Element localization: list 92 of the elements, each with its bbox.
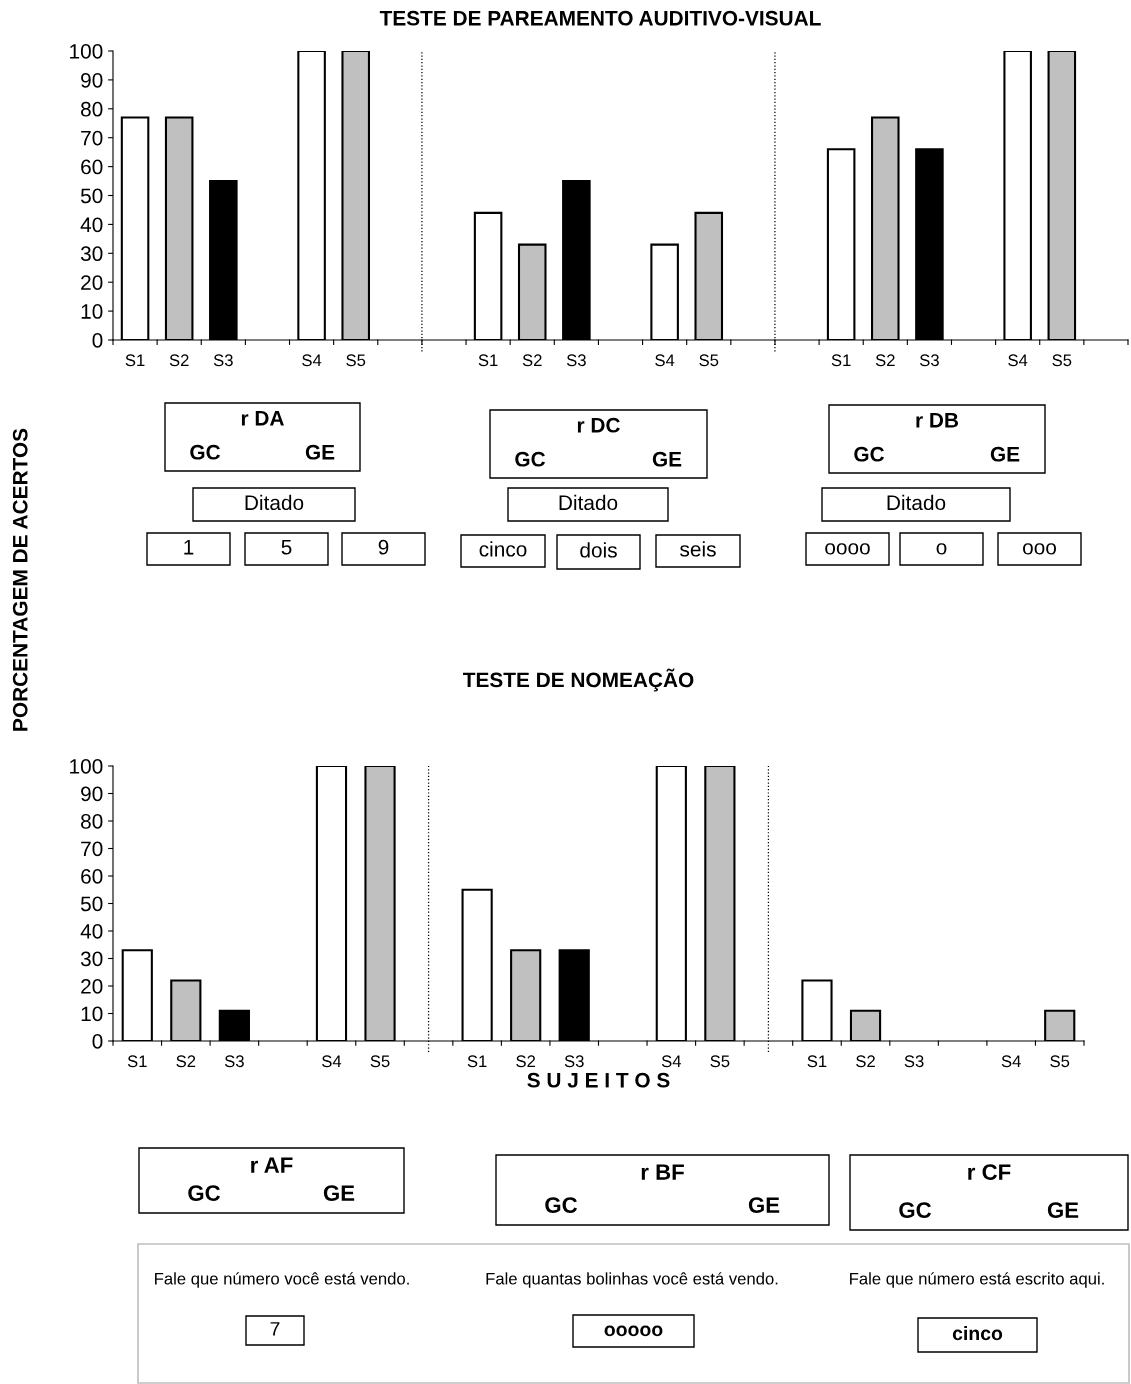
y-tick-label: 10 [81,1006,103,1022]
x-tick-label: S4 [1001,1055,1021,1068]
x-tick-label: S2 [522,354,542,367]
text: 9 [378,539,389,555]
text: GE [305,444,335,460]
x-tick-label: S1 [478,354,498,367]
y-tick-label: 10 [81,304,103,319]
text: seis [680,541,716,557]
x-tick-label: S2 [856,1055,875,1068]
x-tick-label: S2 [875,354,895,367]
x-tick-label: S5 [699,354,719,367]
text: r BF [641,1164,684,1180]
y-tick-label: 30 [80,246,103,262]
text: cinco [952,1325,1003,1341]
text: GE [1047,1202,1079,1218]
text: GE [652,451,682,467]
text: GE [323,1185,355,1201]
text: Ditado [245,494,304,511]
x-tick-label: S2 [176,1055,196,1068]
x-tick-label: S2 [169,354,189,367]
x-tick-label: S3 [213,354,233,367]
chart-title: TESTE DE NOMEAÇÃO [462,668,694,692]
x-tick-label: S4 [661,1055,682,1068]
y-tick-label: 60 [81,159,103,175]
text: r DB [916,413,959,428]
x-tick-label: S4 [322,1055,342,1068]
y-tick-label: 60 [81,869,103,884]
x-tick-label: S1 [467,1055,487,1068]
x-tick-label: S1 [831,354,851,367]
x-tick-label: S4 [1008,354,1028,367]
x-tick-label: S3 [224,1055,244,1068]
chart-title: TESTE DE PAREAMENTO AUDITIVO-VISUAL [379,10,821,26]
x-tick-label: S3 [566,354,586,367]
text: 7 [270,1322,280,1336]
x-tick-label: S1 [125,354,145,367]
text: dois [580,542,617,558]
y-tick-label: 50 [80,896,103,912]
x-tick-label: S1 [807,1055,827,1068]
text: r CF [968,1164,1011,1180]
text: GE [990,446,1020,462]
y-tick-label: 40 [80,924,103,939]
x-tick-label: S5 [1052,354,1072,367]
y-tick-label: 80 [81,814,103,829]
y-tick-label: 100 [70,759,103,774]
text: GC [188,1185,221,1201]
y-tick-label: 80 [81,101,103,117]
text: ooooo [604,1325,663,1337]
text: r DA [241,411,284,426]
text: ooo [1023,543,1057,555]
text: Ditado [887,494,946,511]
y-tick-label: 100 [70,44,103,59]
text: 1 [184,540,194,555]
x-tick-label: S5 [346,354,366,367]
text: GC [190,444,221,460]
text: GC [545,1197,578,1213]
x-tick-label: S3 [904,1055,924,1068]
y-tick-label: 0 [92,1034,103,1049]
x-tick-label: S4 [302,354,322,367]
text: o [936,543,947,555]
y-axis-title: PORCENTAGEM DE ACERTOS [12,428,28,731]
x-tick-label: S5 [1050,1055,1070,1068]
text: GE [748,1197,780,1213]
y-tick-label: 70 [81,841,103,857]
text: GC [854,446,885,462]
x-tick-label: S5 [370,1055,390,1068]
y-tick-label: 20 [81,275,103,290]
x-tick-label: S3 [919,354,939,367]
text: oooo [825,543,870,555]
text: cinco [479,541,527,557]
y-tick-label: 90 [81,72,103,88]
text: Fale que número está escrito aqui. [850,1272,1104,1288]
y-tick-label: 40 [80,217,103,233]
x-axis-title: S U J E I T O S [527,1072,670,1088]
y-tick-label: 70 [81,130,103,146]
text: Fale que número você está vendo. [155,1272,409,1288]
y-tick-label: 90 [81,786,103,802]
x-tick-label: S3 [564,1055,584,1068]
text: 5 [281,540,292,555]
x-tick-label: S1 [127,1055,147,1068]
text: Fale quantas bolinhas você está vendo. [486,1272,778,1288]
text: GC [515,451,546,467]
x-tick-label: S4 [655,354,675,367]
y-tick-label: 50 [80,188,103,204]
text: GC [899,1202,932,1218]
y-tick-label: 0 [92,333,103,348]
y-tick-label: 20 [81,979,103,994]
text: Ditado [559,494,618,511]
x-tick-label: S5 [710,1055,730,1068]
text: r AF [251,1157,293,1173]
y-tick-label: 30 [80,951,103,967]
x-tick-label: S2 [516,1055,536,1068]
text: r DC [577,417,620,433]
